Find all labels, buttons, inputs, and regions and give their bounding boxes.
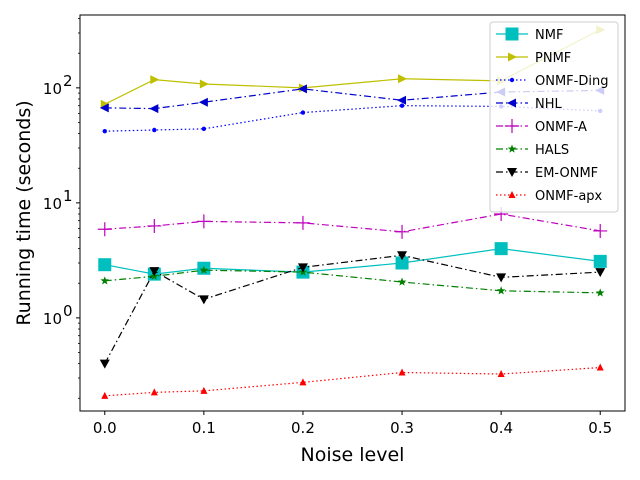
data-point-onmf-apx	[299, 378, 307, 386]
legend-entry-onmf-ding: ONMF-Ding	[496, 74, 608, 89]
x-tick-label: 0.4	[489, 419, 513, 437]
y-tick-label: 10	[43, 195, 62, 213]
legend-entry-onmf-apx: ONMF-apx	[496, 189, 603, 204]
y-tick-exponent: 2	[63, 72, 73, 90]
data-point-onmf-a	[196, 214, 211, 229]
data-point-onmf-apx	[101, 391, 109, 399]
data-point-onmf-ding	[102, 128, 107, 134]
data-point-em-onmf	[595, 268, 606, 278]
y-tick-exponent: 1	[63, 187, 73, 205]
legend-entry-em-onmf: EM-ONMF	[496, 166, 598, 181]
data-point-onmf-apx	[596, 363, 604, 371]
data-point-nhl	[99, 103, 109, 113]
data-point-em-onmf	[496, 273, 507, 283]
data-point-pnmf	[199, 79, 209, 89]
data-point-nhl	[397, 95, 407, 105]
data-point-onmf-a	[593, 223, 608, 238]
x-tick-label: 0.5	[588, 419, 612, 437]
legend-marker-em-onmf	[507, 168, 517, 177]
legend-marker-onmf-apx	[508, 191, 516, 198]
legend-marker-onmf-a	[505, 119, 519, 133]
legend-label-onmf-ding: ONMF-Ding	[535, 74, 608, 89]
data-point-nmf	[98, 258, 112, 272]
data-point-onmf-ding	[152, 127, 157, 133]
plot-frame	[79, 14, 626, 412]
legend-label-hals: HALS	[535, 143, 569, 158]
series-layer	[97, 25, 608, 399]
data-point-onmf-apx	[200, 386, 208, 394]
data-point-onmf-apx	[497, 370, 505, 378]
legend-label-em-onmf: EM-ONMF	[535, 166, 598, 181]
y-tick-exponent: 0	[63, 302, 73, 320]
data-point-nmf	[494, 242, 508, 256]
legend-label-nmf: NMF	[535, 28, 563, 43]
legend-entry-nhl: NHL	[496, 97, 563, 112]
legend-marker-nhl	[507, 98, 516, 108]
data-point-em-onmf	[397, 251, 408, 261]
data-point-onmf-ding	[399, 103, 405, 108]
legend-entry-pnmf: PNMF	[496, 51, 571, 66]
y-axis-title: Running time (seconds)	[13, 100, 35, 325]
data-point-onmf-ding	[201, 126, 207, 132]
data-point-em-onmf	[99, 359, 110, 369]
y-tick-label: 10	[43, 310, 62, 328]
x-tick-label: 0.1	[192, 419, 216, 437]
data-point-nhl	[297, 84, 307, 94]
data-point-onmf-a	[147, 218, 162, 233]
legend-marker-pnmf	[508, 52, 517, 62]
data-point-nhl	[149, 104, 159, 114]
data-point-onmf-a	[97, 222, 112, 237]
legend-entry-hals: HALS	[496, 143, 569, 158]
legend-entry-onmf-a: ONMF-A	[496, 119, 587, 135]
data-point-nhl	[198, 97, 208, 107]
data-point-hals	[100, 276, 110, 285]
x-tick-label: 0.2	[291, 419, 315, 437]
legend-marker-hals	[507, 144, 517, 153]
data-point-hals	[397, 277, 407, 286]
legend-entry-nmf: NMF	[496, 27, 563, 43]
data-point-onmf-a	[395, 224, 410, 239]
series-em-onmf	[99, 251, 606, 369]
data-point-onmf-a	[295, 215, 310, 230]
legend-label-pnmf: PNMF	[535, 51, 571, 66]
x-axis-ticks: 0.0 0.1 0.2 0.3 0.4 0.5	[93, 411, 612, 437]
legend-frame	[489, 21, 619, 213]
series-onmf-apx	[101, 363, 604, 399]
data-point-nmf	[593, 254, 607, 268]
x-tick-label: 0.0	[93, 419, 117, 437]
data-point-pnmf	[150, 75, 160, 85]
legend-label-onmf-apx: ONMF-apx	[535, 189, 603, 204]
legend: NMF PNMF ONMF-Ding NHL ONMF-A HALS EM-ONMF ONMF…	[489, 21, 619, 213]
y-tick-label: 10	[43, 80, 62, 98]
legend-marker-onmf-ding	[509, 77, 515, 83]
data-point-hals	[199, 265, 209, 274]
x-tick-label: 0.3	[390, 419, 414, 437]
data-point-pnmf	[398, 74, 408, 84]
data-point-em-onmf	[297, 263, 308, 273]
legend-marker-nmf	[505, 27, 519, 41]
data-point-hals	[496, 286, 506, 295]
legend-label-onmf-a: ONMF-A	[535, 120, 587, 135]
legend-label-nhl: NHL	[535, 97, 563, 112]
x-axis-title: Noise level	[301, 444, 405, 466]
data-point-em-onmf	[198, 295, 209, 305]
data-point-em-onmf	[149, 267, 160, 277]
data-point-hals	[595, 288, 605, 297]
data-point-onmf-apx	[150, 388, 158, 396]
data-point-onmf-apx	[398, 368, 406, 376]
data-point-onmf-ding	[300, 110, 306, 115]
